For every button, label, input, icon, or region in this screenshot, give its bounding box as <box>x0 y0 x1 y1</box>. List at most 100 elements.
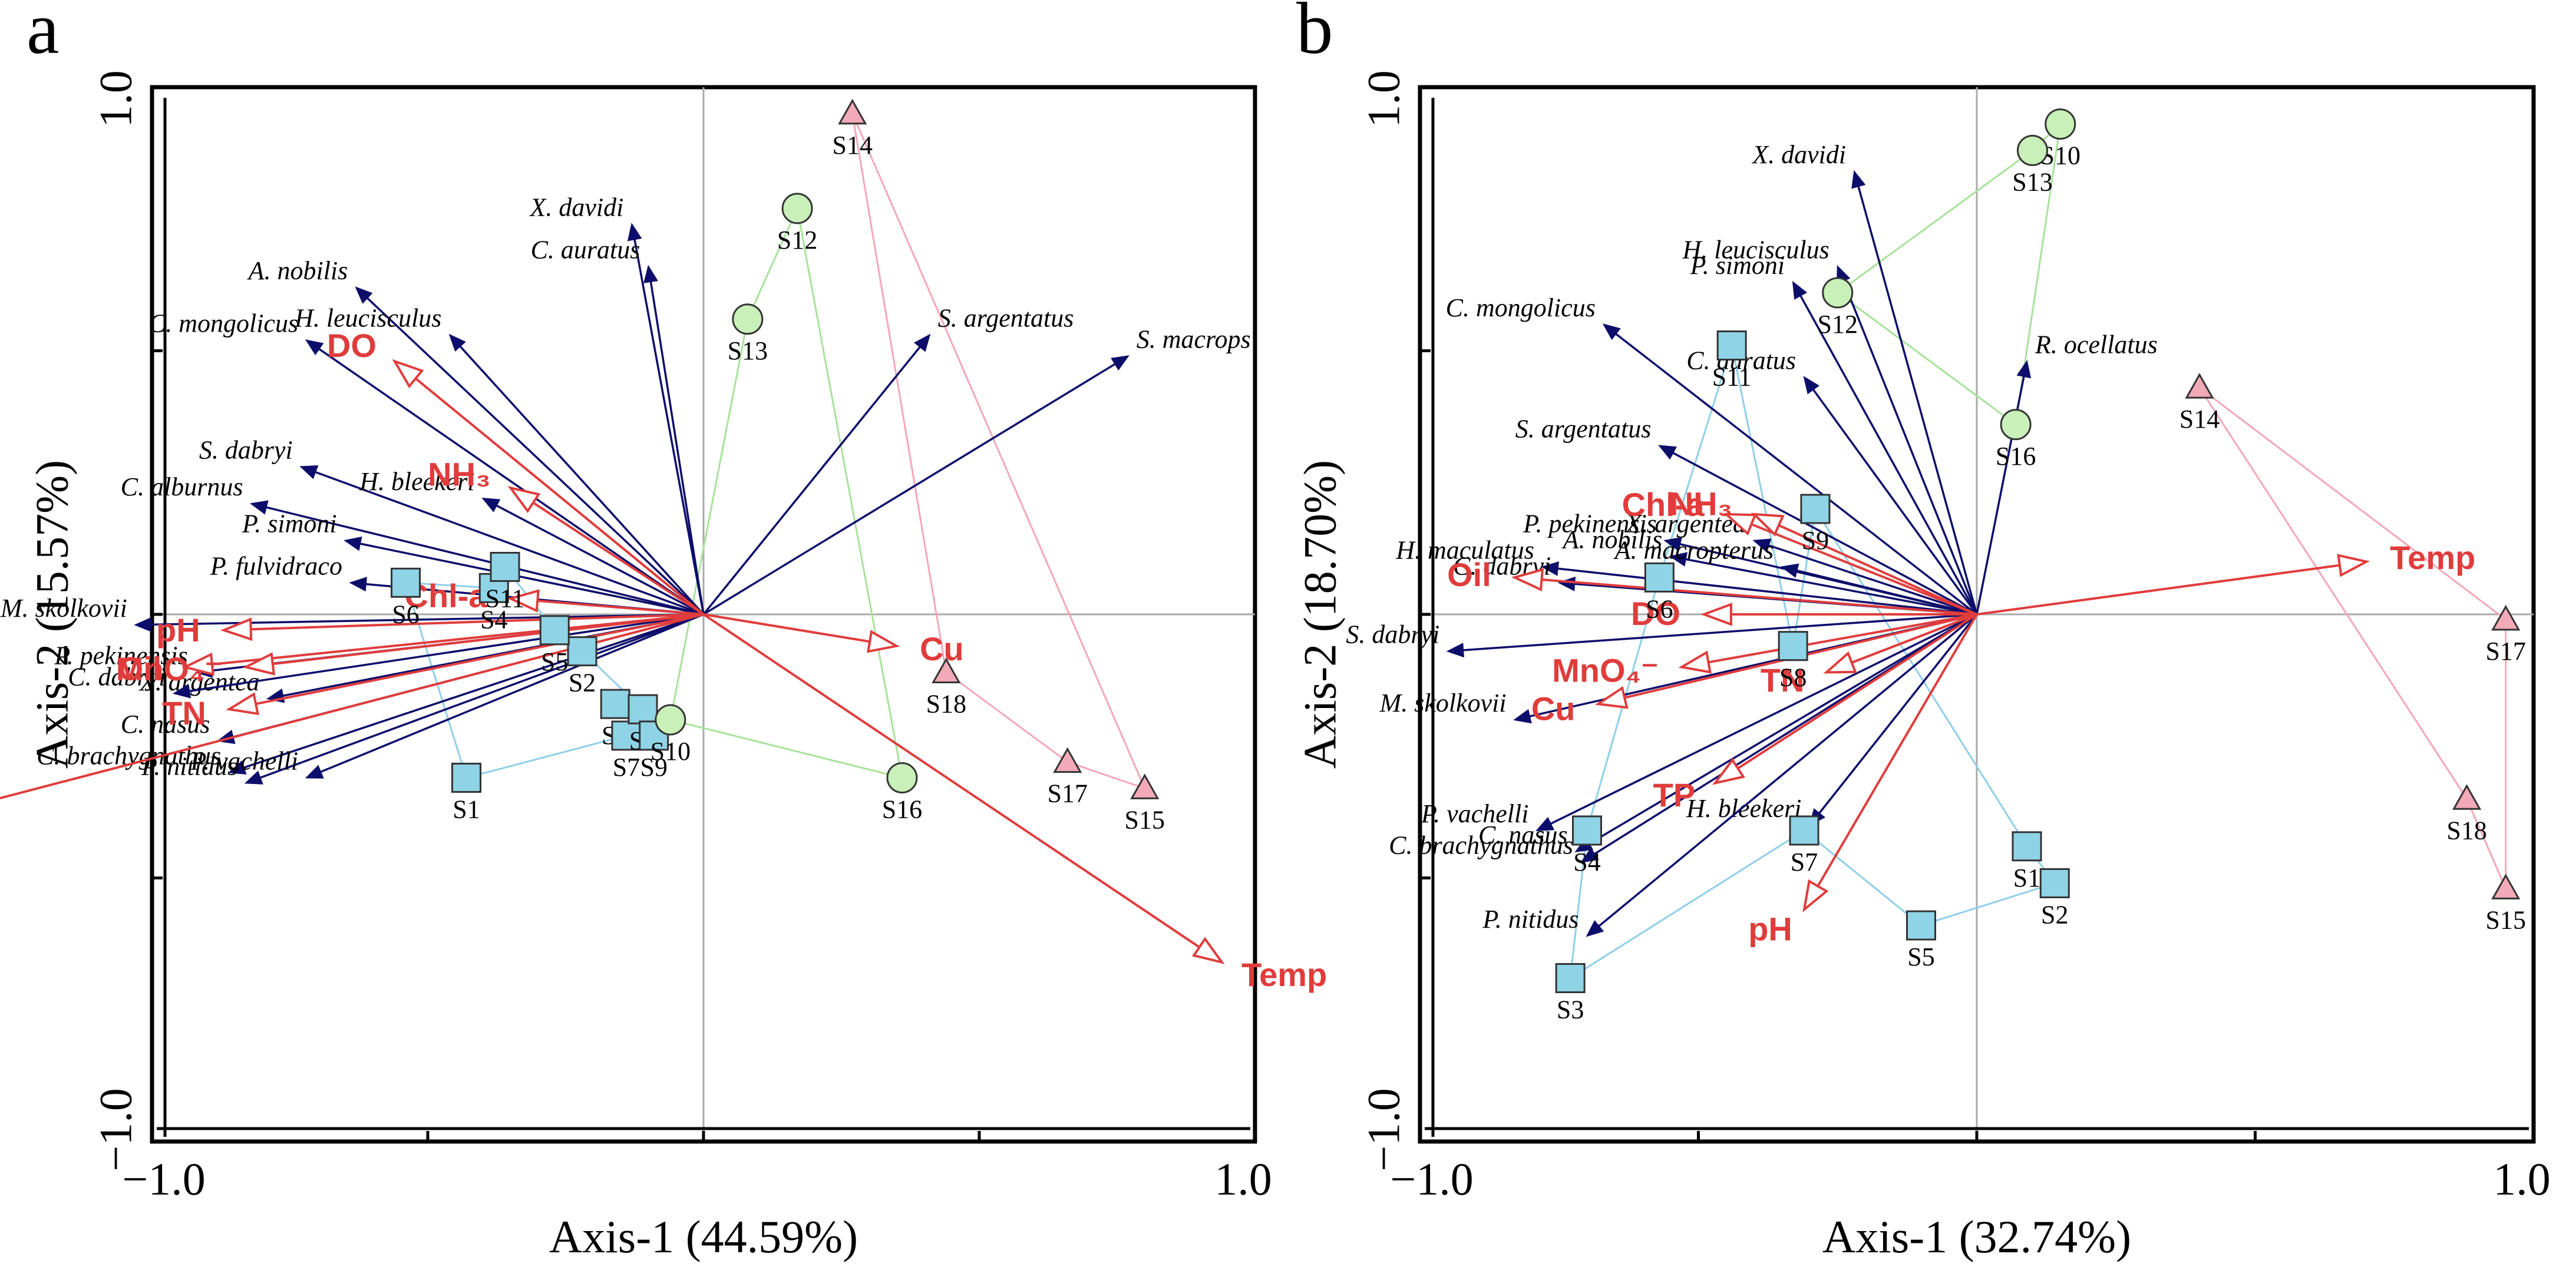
species-arrowhead-p-simoni <box>344 536 362 551</box>
species-arrowhead-s-argentatus <box>1658 445 1677 460</box>
panel-letter: a <box>27 0 59 70</box>
env-label-nh3: NH₃ <box>1670 485 1733 522</box>
species-label-h-leucisculus: H. leucisculus <box>294 304 441 333</box>
site-label-s13: S13 <box>728 336 768 365</box>
species-arrowhead-h-maculatus <box>1541 561 1560 576</box>
panel-a: a −1.0 1.0 −1.0 1.0 Axis-1 (44.59%) Axis-2 (15… <box>0 0 1327 1262</box>
site-label-s7: S7 <box>613 753 640 782</box>
env-label-do: DO <box>1631 595 1680 632</box>
species-arrowhead-x-davidi <box>1851 170 1866 189</box>
site-marker-s9 <box>1800 494 1831 524</box>
species-label-p-fulvidraco: P. fulvidraco <box>210 551 342 580</box>
species-label-s-argentatus: S. argentatus <box>1515 415 1652 444</box>
site-marker-s1 <box>2012 831 2042 862</box>
site-label-s18: S18 <box>926 689 966 718</box>
species-arrow-s-macrops <box>703 363 1116 616</box>
species-arrow-p-simoni <box>1799 295 1978 615</box>
species-arrow-c-auratus <box>1812 389 1978 616</box>
env-arrow-nh3 <box>1778 524 1977 616</box>
species-arrow-s-argentatus <box>702 346 921 616</box>
y-tick-label: −1.0 <box>1358 1088 1409 1172</box>
species-label-s-dabryi: S. dabryi <box>1346 620 1439 649</box>
site-marker-s12 <box>1822 277 1854 309</box>
env-arrowhead-temp <box>2337 554 2370 577</box>
env-label-tn: TN <box>162 694 206 732</box>
species-label-r-ocellatus: R. ocellatus <box>2035 330 2158 359</box>
site-label-s16: S16 <box>1996 442 2036 471</box>
env-arrow-chl-a <box>1751 523 1977 616</box>
species-label-c-brachygnathus: C. brachygnathus <box>1389 831 1573 860</box>
x-tick-label: 1.0 <box>2493 1153 2551 1205</box>
group-3-outline <box>851 113 1147 790</box>
site-marker-s1 <box>451 762 482 793</box>
site-marker-s2 <box>2039 868 2070 898</box>
species-arrowhead-c-alburnus <box>249 500 269 515</box>
y-tick-label: 1.0 <box>90 70 141 128</box>
species-label-m-skolkovii: M. skolkovii <box>1379 689 1507 717</box>
site-marker-s5 <box>539 615 570 646</box>
species-arrow-h-leucisculus <box>459 345 705 616</box>
species-label-m-skolkovii: M. skolkovii <box>0 594 127 623</box>
site-marker-s14 <box>2185 373 2214 399</box>
species-arrow-p-nitidus <box>1598 613 1978 927</box>
species-arrow-c-alburnus <box>266 506 704 616</box>
site-marker-s6 <box>1644 562 1675 593</box>
species-label-p-nitidus: P. nitidus <box>1482 905 1578 934</box>
species-label-p-vachelli: P. vachelli <box>190 746 298 775</box>
species-arrow-h-leucisculus <box>1842 280 1978 615</box>
site-marker-s12 <box>781 193 813 224</box>
env-arrow-oil <box>1541 578 1977 616</box>
species-arrowhead-x-argentea <box>1752 538 1772 553</box>
env-arrowhead-nh3 <box>507 486 541 514</box>
group-2-outline <box>669 205 903 779</box>
site-marker-s15 <box>2491 874 2521 899</box>
species-label-p-simoni: P. simoni <box>1690 251 1785 280</box>
site-label-s11: S11 <box>1712 363 1752 392</box>
species-label-c-mongolicus: C. mongolicus <box>148 309 298 338</box>
species-arrowhead-s-argentatus <box>914 333 931 352</box>
site-label-s9: S9 <box>1802 526 1829 555</box>
env-label-temp: Temp <box>2390 539 2475 576</box>
site-marker-s17 <box>2491 604 2521 631</box>
site-label-s4: S4 <box>480 605 507 634</box>
env-arrow-nh3 <box>532 501 705 616</box>
site-marker-s13 <box>2017 134 2048 166</box>
env-arrowhead-do <box>392 359 424 389</box>
site-label-s13: S13 <box>2012 167 2052 196</box>
site-marker-s7 <box>1789 815 1819 846</box>
site-label-s6: S6 <box>392 600 419 628</box>
species-arrowhead-h-leucisculus <box>448 333 466 352</box>
env-arrowhead-chl-a <box>1723 512 1757 536</box>
site-marker-s5 <box>1906 910 1936 941</box>
species-arrow-s-argentatus <box>1672 452 1977 616</box>
species-label-p-vachelli: P. vachelli <box>1421 799 1528 828</box>
site-label-s2: S2 <box>569 669 596 697</box>
species-label-h-bleekeri: H. bleekeri <box>359 467 474 496</box>
species-label-s-dabryi: S. dabryi <box>199 435 293 464</box>
site-marker-s3 <box>1555 963 1586 994</box>
species-arrowhead-a-macropterus <box>1780 563 1799 578</box>
env-arrow-chl-a <box>537 599 704 616</box>
site-label-s1: S1 <box>453 795 480 823</box>
species-label-p-pekinensis: P. pekinensis <box>1523 510 1657 538</box>
site-marker-s4 <box>1572 815 1602 846</box>
species-arrowhead-c-auratus <box>1803 376 1820 395</box>
env-arrow-ph <box>250 613 704 631</box>
species-label-c-dabryi: C. dabryi <box>68 662 166 691</box>
site-label-s16: S16 <box>882 795 922 823</box>
species-arrowhead-r-ocellatus <box>2016 359 2032 379</box>
species-arrowhead-c-mongolicus <box>1602 323 1621 340</box>
y-axis-title: Axis-2 (15.57%) <box>27 460 78 769</box>
env-label-ph: pH <box>1748 911 1792 948</box>
species-arrow-c-auratus <box>649 281 705 615</box>
env-arrow-temp <box>1976 564 2340 616</box>
species-arrowhead-c-brachygnathus <box>1580 847 1599 864</box>
site-marker-s17 <box>1053 747 1082 773</box>
env-arrow-tp <box>1737 613 1978 770</box>
env-label-tp: TP <box>1653 776 1696 813</box>
species-label-h-leucisculus: H. leucisculus <box>1682 235 1829 264</box>
site-marker-s10 <box>655 704 686 736</box>
species-label-h-bleekeri: H. bleekeri <box>1686 794 1801 823</box>
species-arrowhead-a-nobilis <box>1669 552 1688 567</box>
